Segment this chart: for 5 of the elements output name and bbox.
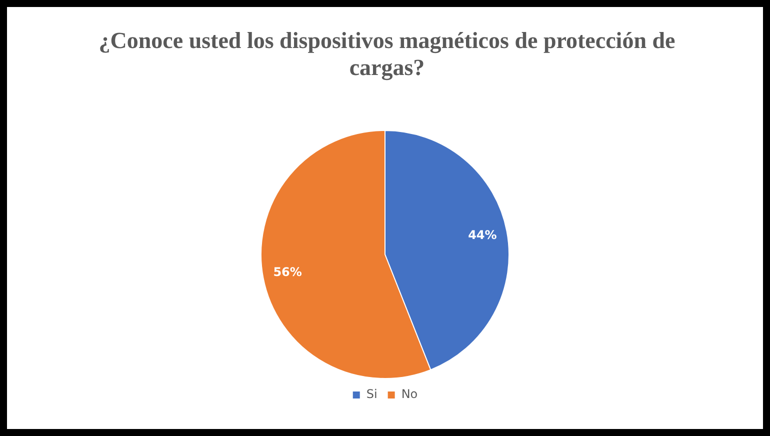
data-label: 44% [468, 228, 497, 242]
chart-title: ¿Conoce usted los dispositivos magnéticos de protección de cargas? [98, 27, 676, 81]
data-label: 56% [273, 265, 302, 280]
legend-label: Si [366, 387, 378, 402]
legend-label: No [401, 387, 418, 402]
